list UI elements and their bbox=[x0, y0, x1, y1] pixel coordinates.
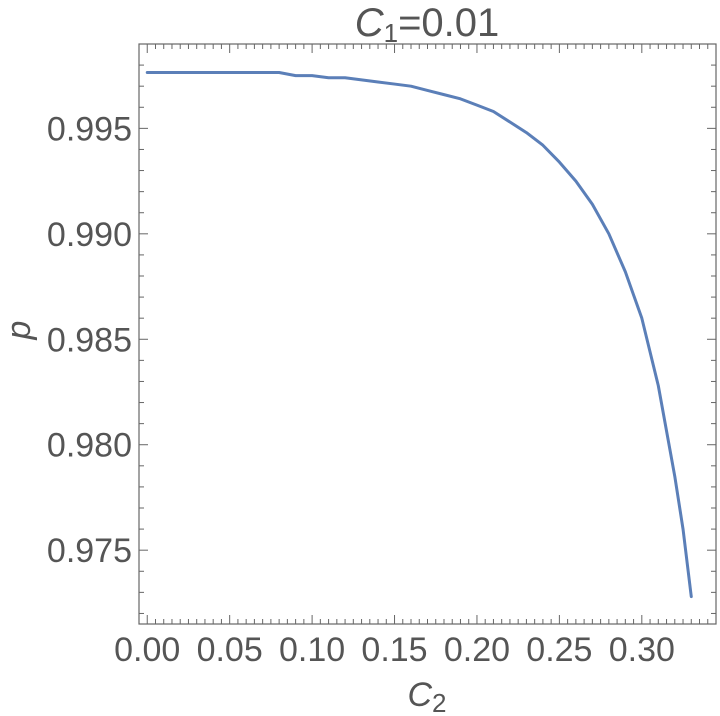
x-tick-label: 0.10 bbox=[279, 631, 345, 669]
title-rest: =0.01 bbox=[398, 1, 499, 45]
x-tick-label: 0.15 bbox=[361, 631, 427, 669]
plot-frame-group bbox=[138, 43, 717, 625]
y-tick-label: 0.990 bbox=[47, 216, 132, 254]
chart-title: C1=0.01 bbox=[355, 1, 500, 48]
y-tick-label: 0.975 bbox=[47, 532, 132, 570]
x-axis-label: C2 bbox=[407, 676, 446, 716]
title-sub: 1 bbox=[384, 18, 398, 48]
plot-frame bbox=[138, 43, 717, 625]
y-tick-label: 0.985 bbox=[47, 321, 132, 359]
x-tick-label: 0.05 bbox=[197, 631, 263, 669]
x-tick-label: 0.20 bbox=[444, 631, 510, 669]
tick-labels: 0.00 0.05 0.10 0.15 0.20 0.25 0.30 0.975 0.980 0.… bbox=[47, 110, 675, 669]
y-axis-label: p bbox=[0, 321, 38, 341]
title-main: C bbox=[355, 1, 385, 45]
y-tick-label: 0.980 bbox=[47, 427, 132, 465]
x-axis-label-sub: 2 bbox=[432, 688, 446, 716]
ticks bbox=[138, 43, 716, 624]
x-axis-label-main: C bbox=[407, 676, 432, 714]
series-line-0 bbox=[145, 70, 693, 599]
series-group bbox=[145, 70, 693, 599]
x-tick-label: 0.30 bbox=[609, 631, 675, 669]
x-tick-label: 0.00 bbox=[114, 631, 180, 669]
x-tick-label: 0.25 bbox=[526, 631, 592, 669]
y-tick-label: 0.995 bbox=[47, 110, 132, 148]
